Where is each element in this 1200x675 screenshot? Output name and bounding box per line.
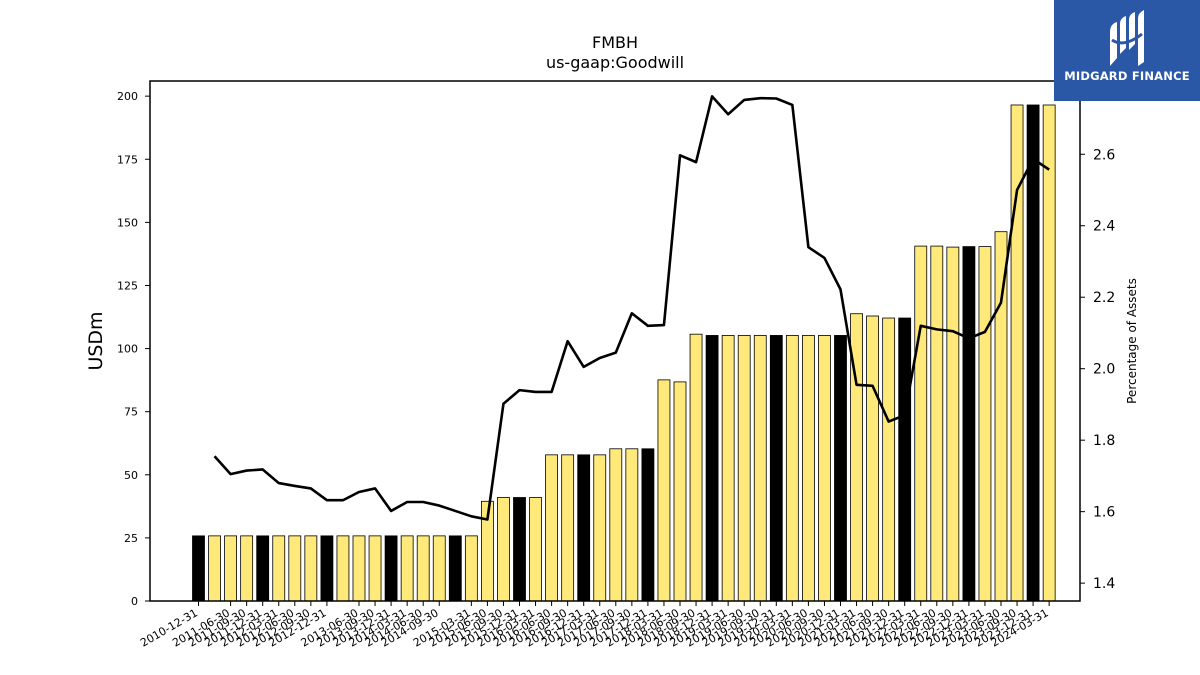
bar (962, 246, 976, 602)
bar (930, 245, 944, 602)
left-tick-label: 25 (124, 532, 138, 545)
bar (914, 245, 928, 602)
x-axis: 2010-12-312011-06-302011-09-302011-12-31… (138, 601, 1051, 650)
percentage-line (213, 95, 1050, 521)
bar (625, 448, 639, 602)
logo-text: MIDGARD FINANCE (1064, 69, 1190, 83)
right-tick-label: 2.6 (1093, 147, 1115, 163)
right-axis: 1.4 1.6 1.8 2.0 2.2 2.4 2.6 (1080, 147, 1115, 592)
right-tick-label: 1.8 (1093, 433, 1115, 449)
y-axis-label-right: Percentage of Assets (1125, 278, 1139, 404)
right-tick-label: 1.4 (1093, 576, 1115, 592)
bar (432, 535, 446, 602)
bar (657, 379, 671, 602)
bar (802, 335, 815, 602)
bar (866, 315, 879, 602)
bar (272, 535, 286, 602)
bar (705, 335, 719, 602)
bar (256, 535, 270, 602)
midgard-finance-logo: MIDGARD FINANCE (1054, 0, 1200, 101)
bar (946, 246, 960, 602)
left-tick-label: 50 (124, 469, 138, 482)
left-tick-label: 75 (124, 406, 138, 419)
bar (769, 335, 783, 602)
bar (497, 497, 510, 602)
right-tick-label: 2.4 (1093, 219, 1115, 235)
y-axis-label-left: USDm (85, 311, 107, 370)
bar (561, 454, 575, 602)
bar (304, 535, 318, 602)
bar (673, 381, 687, 602)
bar (240, 535, 254, 602)
bar (753, 335, 767, 602)
bar (1042, 104, 1056, 602)
bar (737, 335, 751, 602)
bar (224, 535, 238, 602)
left-tick-label: 100 (117, 343, 138, 356)
bar (577, 454, 591, 602)
bar (448, 535, 462, 602)
bar (529, 497, 542, 602)
bar (785, 335, 799, 602)
right-tick-label: 2.0 (1093, 362, 1115, 378)
bar (994, 231, 1008, 602)
bar (882, 317, 896, 602)
bar (208, 535, 221, 602)
bar (898, 317, 912, 602)
bar (320, 535, 334, 602)
left-tick-label: 150 (117, 216, 138, 229)
bar (352, 535, 366, 602)
bar (545, 454, 558, 602)
bar (641, 448, 655, 602)
bar (368, 535, 382, 602)
left-tick-label: 175 (117, 153, 138, 166)
left-tick-label: 0 (131, 595, 138, 608)
bar (288, 535, 302, 602)
bar (978, 246, 992, 602)
bar (689, 333, 703, 602)
bar (593, 454, 607, 602)
line-series (213, 95, 1050, 521)
right-tick-label: 2.2 (1093, 290, 1115, 306)
chart-subtitle: us-gaap:Goodwill (546, 53, 684, 72)
logo-mark-icon (1110, 10, 1144, 66)
plot-frame (149, 80, 1081, 602)
bar (336, 535, 350, 602)
bar (400, 535, 414, 602)
left-tick-label: 125 (117, 279, 138, 292)
bar (384, 535, 398, 602)
bar (192, 535, 205, 602)
chart-title: FMBH (592, 33, 638, 52)
bar (1026, 104, 1040, 602)
bar (464, 535, 478, 602)
left-tick-label: 200 (117, 90, 138, 103)
bar-series (192, 104, 1056, 602)
bar (416, 535, 430, 602)
left-axis: 0 25 50 75 100 125 150 175 200 (117, 90, 150, 608)
bar (513, 497, 526, 602)
bar (609, 448, 623, 602)
bar (721, 335, 735, 602)
bar (834, 335, 847, 602)
right-tick-label: 1.6 (1093, 505, 1115, 521)
bar (818, 335, 831, 602)
